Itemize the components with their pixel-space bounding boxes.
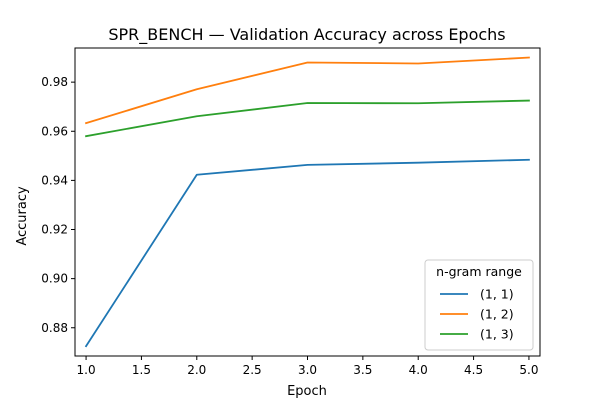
series-line-3 [85,99,530,138]
y-tick-label: 0.98 [41,75,68,89]
y-tick-label: 0.92 [41,223,68,237]
series-lines [84,56,530,348]
legend-label: (1, 1) [480,287,514,302]
legend-items: (1, 1) (1, 2) (1, 3) [440,287,514,342]
y-axis: 0.88 0.90 0.92 0.94 0.96 0.98 [41,75,75,335]
legend-title: n-gram range [436,264,522,279]
y-tick-label: 0.96 [41,124,68,138]
legend: n-gram range (1, 1) (1, 2) (1, 3) [424,259,534,351]
y-tick-label: 0.94 [41,173,68,187]
legend-label: (1, 2) [480,307,514,322]
x-tick-label: 1.5 [132,363,151,377]
x-tick-label: 4.0 [409,363,428,377]
chart-title: SPR_BENCH — Validation Accuracy across E… [108,25,505,45]
legend-label: (1, 3) [480,327,514,342]
legend-box [424,259,534,351]
x-tick-label: 2.5 [243,363,262,377]
x-tick-label: 3.0 [298,363,317,377]
x-axis-label: Epoch [287,384,327,399]
x-tick-label: 1.0 [77,363,96,377]
series-line-1 [84,158,530,348]
x-tick-label: 3.5 [353,363,372,377]
x-tick-label: 5.0 [519,363,538,377]
y-tick-label: 0.88 [41,321,68,335]
x-axis: 1.0 1.5 2.0 2.5 3.0 3.5 4.0 4.5 5.0 [77,356,538,377]
y-tick-label: 0.90 [41,272,68,286]
y-axis-label: Accuracy [15,186,30,246]
x-tick-label: 2.0 [187,363,206,377]
x-tick-label: 4.5 [464,363,483,377]
series-line-2 [84,56,530,125]
